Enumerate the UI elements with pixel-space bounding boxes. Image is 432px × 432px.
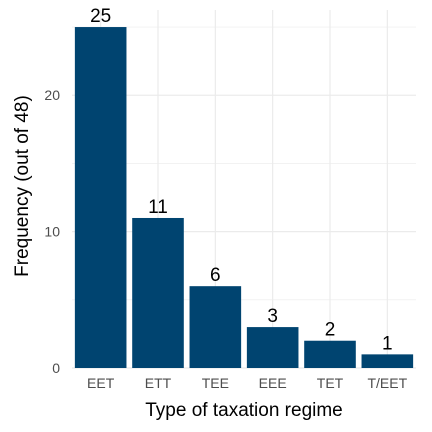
- bar-t-eet: [361, 354, 414, 368]
- x-axis-title: Type of taxation regime: [145, 400, 343, 421]
- y-axis-ticks: 0 10 20: [44, 87, 60, 376]
- bar-value-label: 6: [210, 265, 221, 286]
- bar-tet: [304, 340, 356, 368]
- y-tick-label: 20: [44, 87, 60, 103]
- bar-ett: [132, 217, 184, 368]
- bar-eet: [74, 27, 127, 369]
- y-tick-label: 0: [52, 360, 60, 376]
- bar-value-label: 1: [382, 333, 393, 354]
- bar-tee: [189, 286, 242, 368]
- x-tick-label: EEE: [259, 375, 287, 391]
- y-axis-title: Frequency (out of 48): [12, 95, 33, 277]
- x-axis-ticks: EET ETT TEE EEE TET T/EET: [87, 375, 408, 391]
- x-tick-label: ETT: [145, 375, 172, 391]
- x-tick-label: TEE: [202, 375, 229, 391]
- x-tick-label: EET: [87, 375, 115, 391]
- x-tick-label: TET: [317, 375, 344, 391]
- y-tick-label: 10: [44, 224, 60, 240]
- bar-value-labels: 25 11 6 3 2 1: [90, 6, 393, 354]
- bar-value-label: 2: [325, 320, 336, 341]
- bar-value-label: 11: [148, 197, 168, 218]
- bar-value-label: 3: [267, 306, 278, 327]
- x-tick-label: T/EET: [367, 375, 407, 391]
- bars: [74, 27, 414, 369]
- bar-eee: [246, 327, 299, 368]
- bar-value-label: 25: [90, 6, 111, 27]
